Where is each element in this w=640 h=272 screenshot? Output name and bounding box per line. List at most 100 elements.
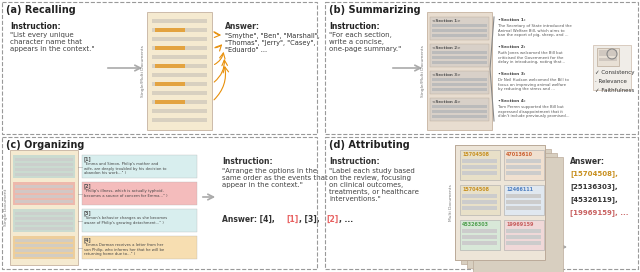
Bar [15,222,73,225]
Text: "Philip's illness, which is actually typhoid,
becomes a source of concern for Em: "Philip's illness, which is actually typ… [84,189,168,197]
Bar [506,171,541,175]
Text: Tom Perren supported the Bill but
expressed disappointment that it
didn't includ: Tom Perren supported the Bill but expres… [498,105,570,118]
Bar [506,206,541,209]
Text: [15704508],: [15704508], [570,170,618,177]
Text: 15704508: 15704508 [462,152,489,157]
Bar [462,165,497,168]
Bar [460,220,500,250]
Text: "Label each study based
on the review, focusing
on clinical outcomes,
treatments: "Label each study based on the review, f… [329,168,419,202]
Text: •Section 1:: •Section 1: [498,18,525,22]
Text: "Emma Dorman receives a letter from her
son Philip, who informs her that he will: "Emma Dorman receives a letter from her … [84,243,164,256]
Text: Single/Multi Documents: Single/Multi Documents [421,45,425,97]
Bar [15,254,73,257]
Bar [460,150,500,180]
Text: Instruction:: Instruction: [329,157,380,166]
Bar [597,48,619,66]
Bar [432,61,487,64]
Text: "Simon's behavior changes as she becomes
aware of Philip's growing detachment...: "Simon's behavior changes as she becomes… [84,216,167,225]
Text: Single/Multi Documents: Single/Multi Documents [141,45,145,97]
Bar [152,19,207,23]
Bar [506,200,541,203]
Bar [13,182,75,205]
Text: , ...: , ... [339,215,353,224]
Bar [432,29,487,32]
Text: The Secretary of State introduced the
Animal Welfare Bill, which aims to
ban the: The Secretary of State introduced the An… [498,24,572,37]
Bar [152,46,207,50]
Bar [506,229,541,233]
Bar [82,236,197,259]
Text: 12466111: 12466111 [506,187,533,192]
Text: [3]: [3] [84,211,92,215]
Bar [15,217,73,220]
Text: "Emma and Simon, Philip's mother and
wife, are deeply troubled by his decision t: "Emma and Simon, Philip's mother and wif… [84,162,166,175]
Bar [506,241,541,245]
Bar [432,78,487,81]
Bar [155,46,185,50]
Bar [461,149,551,264]
Bar [462,159,497,162]
Text: <Section 4>: <Section 4> [432,100,461,104]
Bar [467,153,557,268]
Text: Instruction:: Instruction: [329,22,380,31]
Text: [2]: [2] [326,215,339,224]
Bar [15,195,73,198]
Text: 47013610: 47013610 [506,152,533,157]
Text: <Section 1>: <Section 1> [432,19,461,23]
Bar [152,55,207,58]
Bar [430,98,489,121]
Bar [455,145,545,260]
Bar [10,150,78,265]
Bar [15,185,73,188]
Bar [2,2,317,134]
Bar [2,137,317,269]
Bar [430,17,489,40]
Bar [15,244,73,247]
Text: · Relevance: · Relevance [595,79,627,84]
Bar [152,73,207,76]
Bar [462,194,497,197]
Text: Single Document: Single Document [4,189,8,226]
Bar [15,173,73,176]
Bar [504,185,544,215]
Bar [430,71,489,94]
Text: 19969159: 19969159 [506,222,534,227]
Bar [155,100,185,104]
Bar [432,56,487,59]
Bar [462,206,497,209]
Bar [432,88,487,91]
Text: Multi Documents: Multi Documents [449,184,453,221]
Text: ✓ Consistency: ✓ Consistency [595,70,634,75]
Bar [455,145,545,260]
Bar [432,34,487,37]
Text: [4]: [4] [84,237,92,243]
Bar [432,83,487,86]
Bar [504,220,544,250]
Text: (a) Recalling: (a) Recalling [6,5,76,15]
Bar [599,50,617,56]
Bar [152,37,207,41]
Text: •Section 3:: •Section 3: [498,72,525,76]
Bar [432,115,487,118]
Bar [506,235,541,239]
Bar [325,137,638,269]
Bar [13,209,75,232]
Bar [325,2,638,134]
Bar [473,157,563,272]
Text: <Section 3>: <Section 3> [432,73,461,77]
Bar [147,12,212,130]
Bar [432,24,487,27]
Text: , [3],: , [3], [299,215,323,224]
Bar [15,163,73,166]
Text: "Arrange the options in the
same order as the events that
appear in the context.: "Arrange the options in the same order a… [222,168,328,188]
Bar [462,241,497,245]
Bar [15,227,73,230]
Bar [432,105,487,108]
Text: [2]: [2] [84,184,92,188]
Bar [152,118,207,122]
Bar [506,194,541,197]
Bar [152,91,207,94]
Text: 45326303: 45326303 [462,222,489,227]
Bar [152,109,207,113]
Text: Instruction:: Instruction: [222,157,273,166]
Text: Instruction:: Instruction: [10,22,61,31]
